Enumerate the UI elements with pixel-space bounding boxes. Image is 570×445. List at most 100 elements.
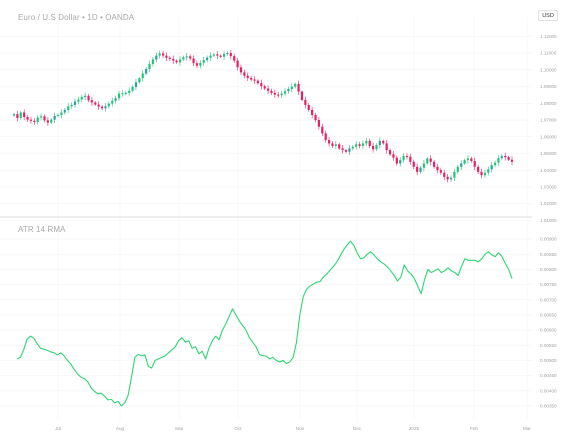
candle-body (266, 88, 270, 91)
candle-body (510, 159, 514, 162)
candle-body (175, 60, 178, 63)
candle-body (351, 146, 354, 149)
atr-tick-label: 0.00400 (540, 388, 557, 393)
candle-body (436, 166, 439, 171)
atr-tick-label: 0.00500 (540, 358, 557, 363)
candle-body (283, 91, 287, 94)
candle-body (155, 55, 158, 60)
candle-body (422, 163, 426, 168)
candle-body (402, 155, 405, 161)
candle-body (141, 73, 144, 79)
candle-body (182, 57, 185, 60)
atr-tick-label: 0.00850 (540, 252, 557, 257)
candle-body (77, 99, 80, 102)
atr-line (16, 240, 513, 407)
candle-body (29, 119, 33, 121)
candle-body (460, 163, 463, 167)
time-tick-label: Oct (234, 426, 242, 431)
price-tick-label: 1.11000 (540, 51, 557, 56)
candle-body (36, 117, 39, 123)
candle-body (87, 95, 90, 101)
candle-body (419, 167, 422, 172)
candle-body (487, 169, 490, 173)
atr-tick-label: 0.00650 (540, 313, 557, 318)
candle-body (151, 59, 154, 64)
atr-tick-label: 0.00450 (540, 373, 557, 378)
candle-body (131, 86, 134, 91)
candle-body (443, 172, 446, 177)
price-tick-label: 1.07000 (540, 118, 557, 123)
candle-body (446, 176, 449, 180)
candle-body (43, 116, 46, 121)
candle-body (138, 78, 141, 83)
candle-body (497, 158, 500, 163)
atr-tick-label: 0.00800 (540, 267, 557, 272)
candle-body (145, 68, 148, 74)
candle-body (33, 120, 36, 123)
candle-body (229, 53, 232, 57)
grid (0, 18, 532, 420)
price-tick-label: 1.12000 (540, 34, 557, 39)
time-tick-label: Mar (523, 426, 531, 431)
indicator-legend[interactable]: ATR 14 RMA (18, 225, 66, 234)
candle-body (507, 157, 510, 160)
candle-body (84, 95, 87, 97)
candle-body (439, 170, 442, 173)
candle-body (195, 63, 199, 66)
candle-body (128, 90, 131, 93)
candle-body (368, 140, 371, 146)
candle-body (67, 106, 70, 110)
candle-body (16, 114, 19, 118)
time-tick-label: Feb (470, 426, 478, 431)
candle-body (338, 144, 341, 149)
candle-body (297, 84, 300, 92)
candle-body (416, 166, 419, 172)
candle-body (114, 98, 117, 101)
candle-body (290, 86, 293, 90)
candle-body (172, 58, 175, 61)
candle-body (365, 140, 368, 144)
candle-body (409, 156, 412, 162)
price-tick-label: 1.01000 (540, 218, 557, 223)
candle-body (63, 109, 66, 113)
atr-axis[interactable]: 0.00900 0.00850 0.00800 0.00750 0.00700 0.006… (540, 237, 557, 409)
candle-body (158, 53, 161, 56)
candle-body (250, 77, 253, 80)
candle-body (466, 158, 470, 161)
symbol-legend[interactable]: Euro / U.S Dollar • 1D • OANDA (18, 13, 135, 22)
price-axis[interactable]: 1.12000 1.11000 1.10000 1.09000 1.08000 1.070… (540, 34, 557, 223)
candle-body (372, 145, 375, 150)
atr-tick-label: 0.00900 (540, 237, 557, 242)
candle-body (327, 140, 331, 144)
candle-body (192, 58, 195, 64)
candle-body (331, 143, 334, 146)
candle-body (341, 148, 344, 151)
atr-series-line (16, 240, 513, 407)
candle-body (121, 93, 124, 95)
currency-selector[interactable]: USD (538, 10, 558, 21)
candle-body (117, 93, 121, 99)
candle-body (243, 72, 246, 76)
candle-body (321, 126, 324, 134)
candle-body (287, 89, 290, 92)
candle-body (239, 67, 243, 73)
candle-body (219, 55, 222, 57)
time-tick-label: Jul (55, 426, 61, 431)
time-tick-label: Dec (353, 426, 362, 431)
time-axis[interactable]: Jul Aug Sep Oct Nov Dec 2025 Feb Mar (55, 426, 531, 431)
candle-body (256, 80, 260, 84)
candle-body (124, 92, 127, 94)
candle-body (107, 103, 110, 107)
candle-body (104, 106, 107, 109)
candle-body (222, 53, 226, 57)
candle-body (307, 104, 310, 110)
candle-body (185, 56, 188, 58)
candle-body (348, 148, 351, 152)
candle-body (280, 93, 283, 96)
candle-body (473, 160, 476, 167)
candle-body (216, 54, 219, 56)
candle-body (463, 160, 466, 164)
candle-body (378, 140, 381, 146)
candle-body (161, 53, 165, 56)
candle-body (392, 154, 395, 158)
